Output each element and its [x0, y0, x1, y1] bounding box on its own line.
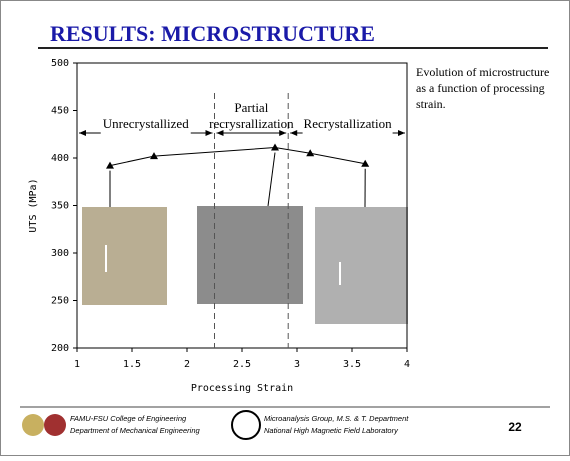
x-tick-label: 4: [404, 359, 410, 370]
region-label: recrysrallization: [209, 116, 294, 131]
x-tick-label: 2: [184, 359, 190, 370]
footer-text: Department of Mechanical Engineering: [70, 426, 200, 435]
y-tick-label: 450: [51, 106, 69, 117]
micrograph: [315, 207, 408, 324]
side-line: as a function of processing: [416, 81, 545, 95]
x-axis-label: Processing Strain: [191, 383, 293, 394]
region-label: Unrecrystallized: [103, 116, 189, 131]
region-label: Partial: [234, 100, 268, 115]
y-tick-label: 200: [51, 343, 69, 354]
x-tick-label: 1: [74, 359, 80, 370]
x-tick-label: 2.5: [233, 359, 251, 370]
side-line: strain.: [416, 97, 446, 111]
logo: [232, 411, 260, 439]
x-tick-label: 3: [294, 359, 300, 370]
y-tick-label: 300: [51, 248, 69, 259]
slide-title: RESULTS: MICROSTRUCTURE: [50, 21, 375, 46]
logo: [22, 414, 44, 436]
x-tick-label: 3.5: [343, 359, 361, 370]
footer-text: FAMU-FSU College of Engineering: [70, 414, 187, 423]
y-axis-label: UTS (MPa): [28, 178, 39, 232]
y-tick-label: 500: [51, 58, 69, 69]
micrograph: [82, 207, 167, 305]
footer-text: National High Magnetic Field Laboratory: [264, 426, 399, 435]
x-tick-label: 1.5: [123, 359, 141, 370]
region-label: Recrystallization: [304, 116, 393, 131]
micrograph: [197, 206, 303, 304]
y-tick-label: 250: [51, 296, 69, 307]
footer-text: Microanalysis Group, M.S. & T. Departmen…: [264, 414, 409, 423]
page-number: 22: [508, 420, 522, 434]
y-tick-label: 350: [51, 201, 69, 212]
y-tick-label: 400: [51, 153, 69, 164]
side-line: Evolution of microstructure: [416, 65, 549, 79]
logo: [44, 414, 66, 436]
